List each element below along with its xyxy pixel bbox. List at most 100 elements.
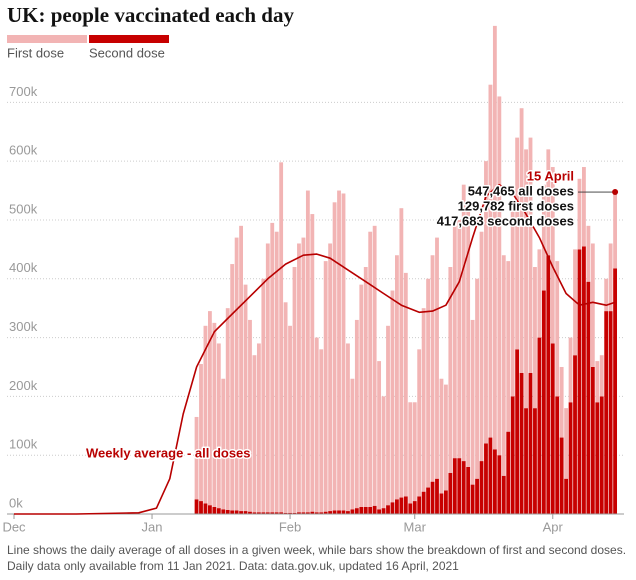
bar xyxy=(381,396,386,509)
bar xyxy=(297,512,301,514)
bar xyxy=(443,384,448,491)
bar xyxy=(395,499,399,514)
bar xyxy=(216,508,221,514)
bar xyxy=(207,505,212,514)
bar xyxy=(279,162,284,513)
annotation-line: 129,782 first doses xyxy=(458,198,574,213)
bar xyxy=(328,243,333,512)
bar xyxy=(265,243,270,513)
legend-label: Second dose xyxy=(89,45,165,60)
bar xyxy=(239,511,243,514)
bar xyxy=(252,512,257,514)
bar xyxy=(221,378,226,510)
bar xyxy=(528,372,533,514)
bar xyxy=(519,108,524,373)
bar xyxy=(568,402,573,514)
bar xyxy=(212,322,217,507)
bar xyxy=(346,511,350,514)
bar xyxy=(301,512,306,514)
bar xyxy=(354,508,359,514)
x-tick-label: Feb xyxy=(279,519,301,534)
bar xyxy=(439,378,444,494)
bar xyxy=(243,511,248,514)
bar xyxy=(221,509,226,514)
bar xyxy=(301,237,306,513)
annotation-line: 547,465 all doses xyxy=(468,183,574,198)
bar xyxy=(386,505,390,514)
bar xyxy=(274,512,279,514)
bar xyxy=(199,501,203,514)
legend-swatch xyxy=(7,35,87,43)
bar xyxy=(283,512,288,514)
bar xyxy=(372,505,377,514)
x-tick-label: Dec xyxy=(2,519,26,534)
bar xyxy=(461,184,466,462)
bar xyxy=(341,510,346,514)
bar xyxy=(265,512,270,514)
bar xyxy=(537,337,542,514)
y-tick-label: 700k xyxy=(9,84,38,99)
bar xyxy=(199,364,203,502)
bar xyxy=(288,325,292,513)
bar xyxy=(506,431,511,514)
note: Daily data only available from 11 Jan 20… xyxy=(7,559,459,573)
bar xyxy=(430,481,435,514)
bar xyxy=(439,493,444,514)
bar xyxy=(484,443,488,514)
bar xyxy=(305,190,310,513)
bar xyxy=(515,349,520,514)
bar xyxy=(426,487,431,514)
bar xyxy=(417,349,422,497)
bar xyxy=(323,511,328,514)
bar xyxy=(582,167,586,247)
bar xyxy=(524,149,528,409)
y-tick-label: 0k xyxy=(9,495,23,510)
bar xyxy=(372,225,377,506)
x-tick-label: Apr xyxy=(543,519,564,534)
line-label: Weekly average - all doses xyxy=(86,445,251,460)
bar xyxy=(350,378,355,510)
y-tick-label: 600k xyxy=(9,143,38,158)
bar xyxy=(452,458,457,514)
bar xyxy=(475,478,479,514)
bar xyxy=(430,255,435,482)
bar xyxy=(484,161,488,444)
bar xyxy=(555,396,560,514)
note: Line shows the daily average of all dose… xyxy=(7,543,626,557)
bar xyxy=(470,319,475,485)
bar xyxy=(203,325,208,504)
bar xyxy=(403,496,408,514)
bar xyxy=(590,243,595,367)
bar xyxy=(546,255,551,514)
bar xyxy=(475,278,479,479)
bar xyxy=(466,466,471,514)
bar xyxy=(234,237,239,511)
bar xyxy=(537,249,542,338)
bar xyxy=(359,284,364,507)
bar xyxy=(479,461,484,514)
bar xyxy=(448,472,453,514)
bar xyxy=(377,361,382,510)
bar xyxy=(470,484,475,514)
bar xyxy=(533,408,537,514)
y-tick-label: 200k xyxy=(9,378,38,393)
legend-swatch xyxy=(89,35,169,43)
bar xyxy=(492,25,497,450)
bar xyxy=(363,506,368,514)
bar xyxy=(399,497,404,514)
bar xyxy=(381,508,386,514)
bar xyxy=(292,512,297,514)
annotation-line: 417,683 second doses xyxy=(437,213,574,228)
bar xyxy=(243,284,248,512)
bar xyxy=(448,267,453,473)
y-tick-label: 100k xyxy=(9,437,38,452)
bar xyxy=(305,512,310,514)
bar xyxy=(310,214,315,512)
bar xyxy=(288,512,292,514)
bar xyxy=(435,478,439,514)
bar xyxy=(395,255,399,500)
bar xyxy=(248,319,252,512)
bar xyxy=(595,361,600,403)
bar xyxy=(239,225,243,512)
bar xyxy=(377,509,382,514)
